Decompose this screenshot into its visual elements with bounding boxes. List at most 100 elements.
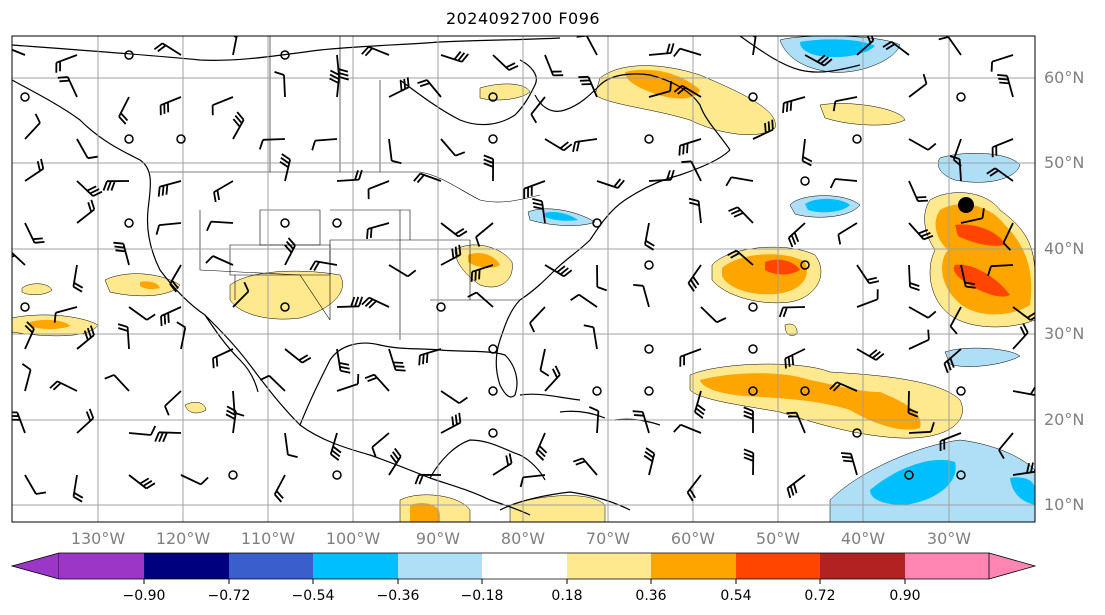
colorbar-tick-label: 0.18 — [551, 588, 582, 604]
wind-barb — [160, 306, 182, 327]
wind-barb — [414, 473, 442, 485]
wind-barb — [361, 296, 390, 309]
wind-barb — [475, 222, 494, 247]
wind-barb — [212, 348, 234, 369]
calm-wind-circle — [956, 92, 966, 102]
wind-barb — [987, 264, 1014, 276]
colorbar: −0.90 −0.72 −0.54 −0.36 −0.18 0.18 0.36 … — [10, 552, 1037, 604]
calm-wind-circle — [748, 386, 758, 396]
wind-barb — [908, 422, 935, 434]
wind-barb — [535, 432, 548, 461]
wind-barb — [908, 73, 928, 98]
wind-barb — [700, 306, 727, 324]
wind-barb — [990, 54, 1014, 72]
calm-wind-circle — [644, 344, 654, 354]
calm-wind-circle — [904, 470, 914, 480]
wind-barb — [908, 138, 937, 151]
calm-wind-circle — [592, 218, 602, 228]
wind-barb — [492, 453, 513, 476]
calm-wind-circle — [956, 386, 966, 396]
wind-barb — [539, 348, 550, 377]
colorbar-bin — [567, 553, 651, 579]
colorbar-tick-label: −0.36 — [377, 588, 420, 604]
wind-barb — [311, 138, 338, 151]
lat-label: 30°N — [1044, 324, 1084, 343]
colorbar-bin — [905, 553, 989, 579]
wind-barb — [519, 474, 546, 488]
wind-barb — [388, 447, 402, 476]
wind-barb — [205, 255, 234, 266]
wind-barb — [284, 348, 312, 364]
calm-wind-circle — [956, 470, 966, 480]
wind-barb — [908, 329, 930, 350]
colorbar-bin — [229, 553, 313, 579]
wind-barb — [274, 71, 286, 98]
wind-barb — [364, 373, 390, 392]
wind-barb — [213, 180, 234, 203]
map-title: 2024092700 F096 — [445, 9, 601, 28]
wind-barb — [284, 237, 296, 266]
wind-barb — [596, 178, 625, 189]
calm-wind-circle — [852, 428, 862, 438]
calm-wind-circle — [332, 470, 342, 480]
wind-barb — [960, 208, 985, 224]
calm-wind-circle — [748, 302, 758, 312]
wind-barb — [12, 48, 26, 56]
wind-barb — [24, 113, 41, 140]
lon-label: 130°W — [71, 529, 126, 548]
wind-barb — [388, 138, 402, 165]
colorbar-bin — [651, 553, 736, 579]
calm-wind-circle — [176, 134, 186, 144]
shaded-anomalies — [12, 36, 1035, 522]
wind-barbs — [12, 36, 1035, 503]
wind-barb — [21, 363, 32, 392]
calm-wind-circle — [436, 302, 446, 312]
wind-barb — [688, 197, 702, 224]
wind-barb — [786, 411, 806, 434]
colorbar-bin — [820, 553, 905, 579]
wind-barb — [309, 260, 338, 271]
wind-barb — [687, 264, 702, 292]
wind-barb — [960, 264, 976, 289]
wind-barb — [727, 249, 754, 266]
wind-barb — [418, 348, 442, 366]
graticule — [12, 36, 1035, 522]
wind-barb — [413, 172, 442, 184]
wind-barb — [648, 43, 675, 56]
wind-barb — [371, 432, 390, 457]
wind-barb — [153, 42, 182, 56]
wind-barb — [523, 180, 546, 199]
calm-wind-circle — [488, 386, 498, 396]
colorbar-extend-high — [988, 552, 1037, 580]
wind-barb — [544, 365, 561, 392]
wind-barb — [367, 180, 390, 200]
wind-barb — [24, 474, 47, 495]
wind-barb — [908, 306, 937, 319]
wind-barb — [72, 474, 84, 503]
wind-barb — [544, 54, 564, 77]
calm-wind-circle — [124, 134, 134, 144]
wind-barb — [232, 111, 245, 140]
wind-barb — [76, 408, 95, 434]
lon-label: 50°W — [756, 529, 800, 548]
calm-wind-circle — [20, 92, 30, 102]
lon-label: 100°W — [326, 529, 381, 548]
calm-wind-circle — [280, 218, 290, 228]
wind-barb — [856, 36, 875, 56]
calm-wind-circle — [488, 428, 498, 438]
wind-barb — [361, 45, 390, 57]
calm-wind-circle — [280, 50, 290, 60]
wind-barb — [12, 251, 26, 266]
wind-barb — [694, 390, 706, 419]
wind-barb — [329, 432, 342, 461]
wind-barb — [128, 425, 157, 436]
colorbar-bin — [59, 553, 144, 579]
wind-barb — [530, 96, 546, 124]
wind-barb — [908, 264, 920, 291]
wind-barb — [673, 47, 702, 58]
wind-barb — [104, 374, 130, 392]
borders — [150, 36, 541, 340]
lat-labels: 60°N 50°N 40°N 30°N 20°N 10°N — [1044, 68, 1084, 514]
wind-barb — [336, 54, 349, 81]
wind-barb — [529, 306, 546, 333]
